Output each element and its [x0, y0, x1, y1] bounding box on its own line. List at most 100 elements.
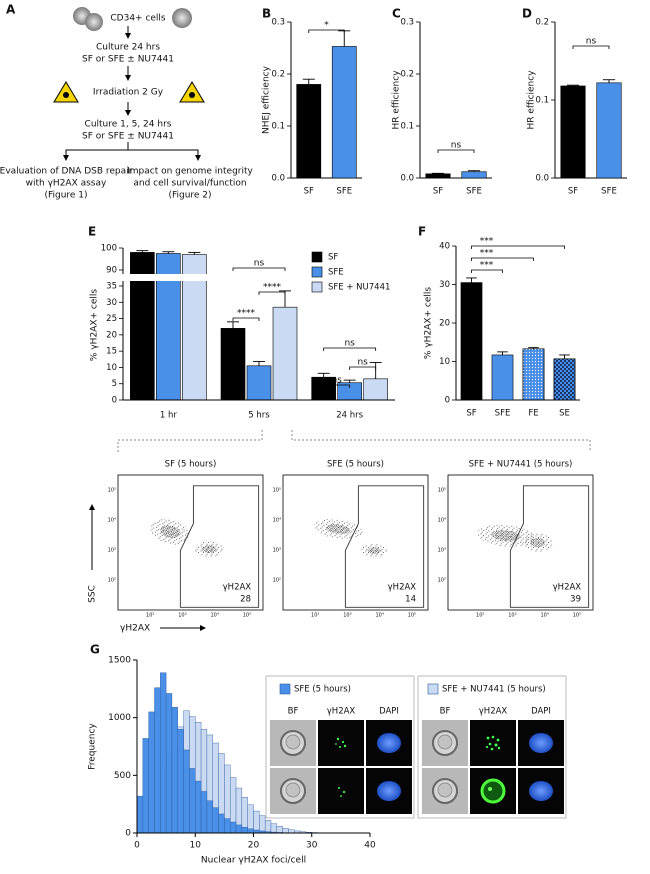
bar	[296, 84, 322, 179]
histogram-bar	[264, 820, 272, 834]
y-tick-label: 25	[106, 314, 117, 324]
histogram-bar	[229, 821, 237, 834]
y-tick-label: 10⁴	[108, 518, 116, 524]
gate-label: γH2AX	[223, 583, 252, 593]
legend-swatch	[279, 683, 291, 695]
cell-image	[318, 768, 364, 814]
x-tick-label: 24 hrs	[336, 411, 363, 421]
gate	[344, 485, 425, 608]
cell-image	[366, 768, 412, 814]
plot-frame	[282, 474, 429, 611]
diagram-text: Impact on genome integrity	[127, 167, 253, 177]
y-tick-label: 40	[439, 242, 450, 252]
histogram-bar	[165, 693, 173, 834]
radiation-icon	[179, 81, 205, 103]
histogram-bar	[195, 780, 202, 834]
diagram-text: CD34+ cells	[110, 14, 166, 24]
y-tick-label: 10²	[438, 578, 446, 584]
bar-texture	[522, 348, 545, 401]
y-tick-label: 0.2	[535, 18, 549, 28]
significance-bracket	[471, 269, 503, 273]
x-tick-label: SFE	[336, 187, 352, 197]
y-tick-label: 0	[125, 829, 131, 839]
y-tick-label: 30	[439, 280, 450, 290]
axis-title: γH2AX	[120, 624, 150, 634]
x-tick-label: 10²	[146, 613, 154, 619]
histogram-bar	[183, 749, 190, 834]
x-tick-label: 10⁴	[375, 613, 383, 619]
histogram-layer: 0 500 1000 1500 0 10 20 30 40 Nuclear γH2AX foci/…	[88, 656, 376, 866]
y-tick-label: 10³	[108, 548, 116, 554]
histogram-bar	[259, 815, 266, 834]
x-tick-label: 20	[248, 841, 260, 851]
connector	[291, 430, 591, 452]
y-tick-label: 0.1	[400, 122, 414, 132]
gate-value: 28	[240, 595, 251, 605]
legend-label: SFE + NU7441 (5 hours)	[442, 685, 546, 695]
x-tick-label: 10⁵	[408, 613, 416, 619]
histogram-bar	[200, 791, 208, 834]
cell-icon	[85, 13, 103, 31]
y-axis-title: HR efficiency	[392, 70, 402, 130]
cell-image	[518, 720, 564, 766]
panel-label: E	[88, 225, 96, 239]
y-tick-label: 100	[101, 244, 117, 254]
x-tick-label: 10³	[508, 613, 516, 619]
event-cloud-core	[491, 530, 521, 542]
plot-title: SF (5 hours)	[165, 460, 217, 470]
diagram-text: (Figure 2)	[168, 191, 211, 201]
y-tick-label: 0	[112, 396, 117, 406]
workflow-diagram: CD34+ cells Culture 24 hrs SF or SFE ± N…	[0, 7, 254, 201]
significance-bracket	[572, 45, 610, 49]
x-tick-label: SF	[568, 187, 578, 197]
panel-label: B	[262, 7, 271, 21]
histogram-bar	[154, 687, 161, 834]
significance-label: ns	[586, 37, 597, 47]
histogram-bar	[171, 707, 178, 834]
gate	[509, 485, 590, 608]
diagram-text: Irradiation 2 Gy	[93, 88, 164, 98]
x-tick-label: 1 hr	[160, 411, 177, 421]
axis-title: SSC	[88, 585, 98, 603]
significance-label: ***	[480, 237, 494, 247]
y-tick-label: 0.2	[271, 70, 285, 80]
histogram-bar	[177, 729, 184, 834]
event-cloud-core	[367, 547, 381, 554]
y-tick-label: 0.0	[271, 174, 285, 184]
significance-bracket	[258, 291, 286, 295]
x-tick-label: 10	[190, 841, 202, 851]
x-tick-label: SF	[304, 187, 314, 197]
bar	[363, 378, 388, 401]
histogram-bar	[218, 813, 225, 834]
y-tick-label: 1500	[108, 656, 131, 666]
cell-image	[366, 720, 412, 766]
significance-label: ns	[451, 141, 462, 151]
column-header: BF	[440, 707, 451, 717]
x-tick-label: SFE	[495, 409, 511, 419]
panel-label: C	[392, 7, 401, 21]
diagram-text: Culture 1, 5, 24 hrs	[85, 120, 172, 130]
x-tick-label: 10⁵	[243, 613, 251, 619]
y-tick-label: 10²	[108, 578, 116, 584]
significance-label: ns	[331, 376, 342, 386]
x-tick-label: SFE	[466, 187, 482, 197]
y-tick-label: 10⁵	[273, 488, 281, 494]
y-axis-title: % γH2AX+ cells	[424, 287, 434, 359]
event-cloud-core	[202, 545, 217, 554]
column-header: DAPI	[531, 707, 551, 717]
histogram-bar	[241, 827, 248, 834]
y-tick-label: 20	[439, 319, 450, 329]
x-axis-title: Nuclear γH2AX foci/cell	[201, 856, 306, 866]
x-tick-label: 0	[134, 841, 140, 851]
histogram-bar	[276, 826, 283, 834]
x-tick-label: 30	[306, 841, 318, 851]
legend-swatch	[311, 251, 323, 263]
bar	[425, 173, 451, 179]
bar	[460, 282, 483, 401]
significance-label: ****	[237, 309, 256, 319]
significance-bracket	[308, 29, 345, 33]
y-tick-label: 10	[106, 363, 117, 373]
significance-label: ns	[254, 259, 265, 269]
imaging-panel: BF γH2AX DAPI BF γH2AX DAPI	[265, 675, 567, 819]
